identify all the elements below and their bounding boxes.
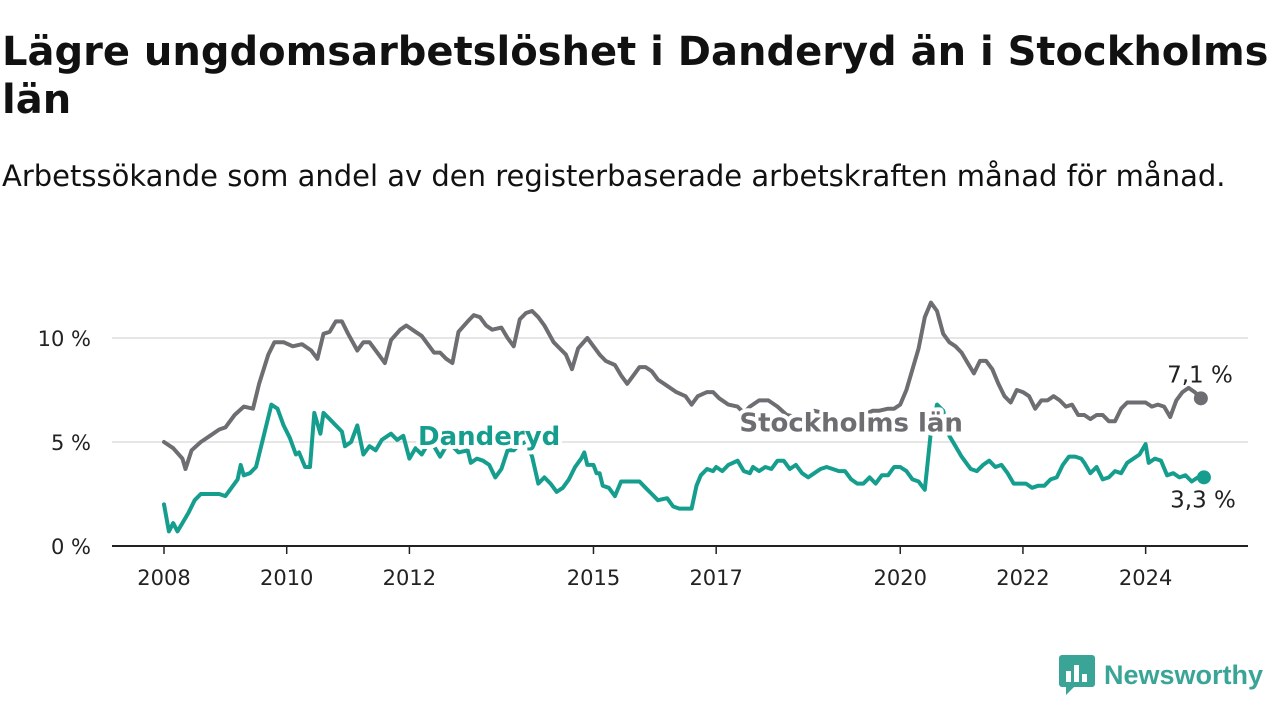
newsworthy-logo[interactable]: Newsworthy (1058, 654, 1263, 696)
series-end-marker (1193, 391, 1208, 406)
y-tick-label: 0 % (51, 535, 91, 559)
series-line-stockholms-län (162, 300, 1203, 471)
newsworthy-logo-text: Newsworthy (1104, 659, 1264, 690)
x-tick-label: 2022 (996, 566, 1049, 590)
series-name-label-halo: Stockholms län (739, 409, 963, 439)
x-tick-label: 2008 (137, 566, 190, 590)
x-tick-label: 2015 (567, 566, 620, 590)
x-tick-label: 2012 (383, 566, 436, 590)
end-value-label: 7,1 % (1167, 362, 1233, 388)
axes (112, 545, 1248, 554)
series-name-label: Danderyd (418, 422, 560, 452)
x-tick-label: 2017 (689, 566, 742, 590)
x-tick-label: 2010 (260, 566, 313, 590)
chart-title: Lägre ungdomsarbetslöshet i Danderyd än … (2, 29, 1269, 123)
chart-subtitle: Arbetssökande som andel av den registerb… (2, 159, 1226, 193)
y-tick-label: 10 % (38, 327, 91, 351)
series-lines (162, 300, 1211, 534)
end-value-label: 3,3 % (1170, 487, 1236, 513)
chart-labels: 0 % 5 % 10 % 2008 2010 2012 2015 2017 2020 2022 20… (38, 327, 1236, 590)
series-end-marker (1196, 470, 1211, 485)
x-tick-label: 2024 (1119, 566, 1172, 590)
newsworthy-logo-icon (1059, 655, 1095, 695)
series-line-danderyd (162, 402, 1206, 534)
series-name-label-halo: Danderyd (418, 422, 560, 452)
y-tick-label: 5 % (51, 431, 91, 455)
x-tick-label: 2020 (874, 566, 927, 590)
series-name-label: Stockholms län (739, 409, 963, 439)
grid-lines (112, 337, 1248, 443)
